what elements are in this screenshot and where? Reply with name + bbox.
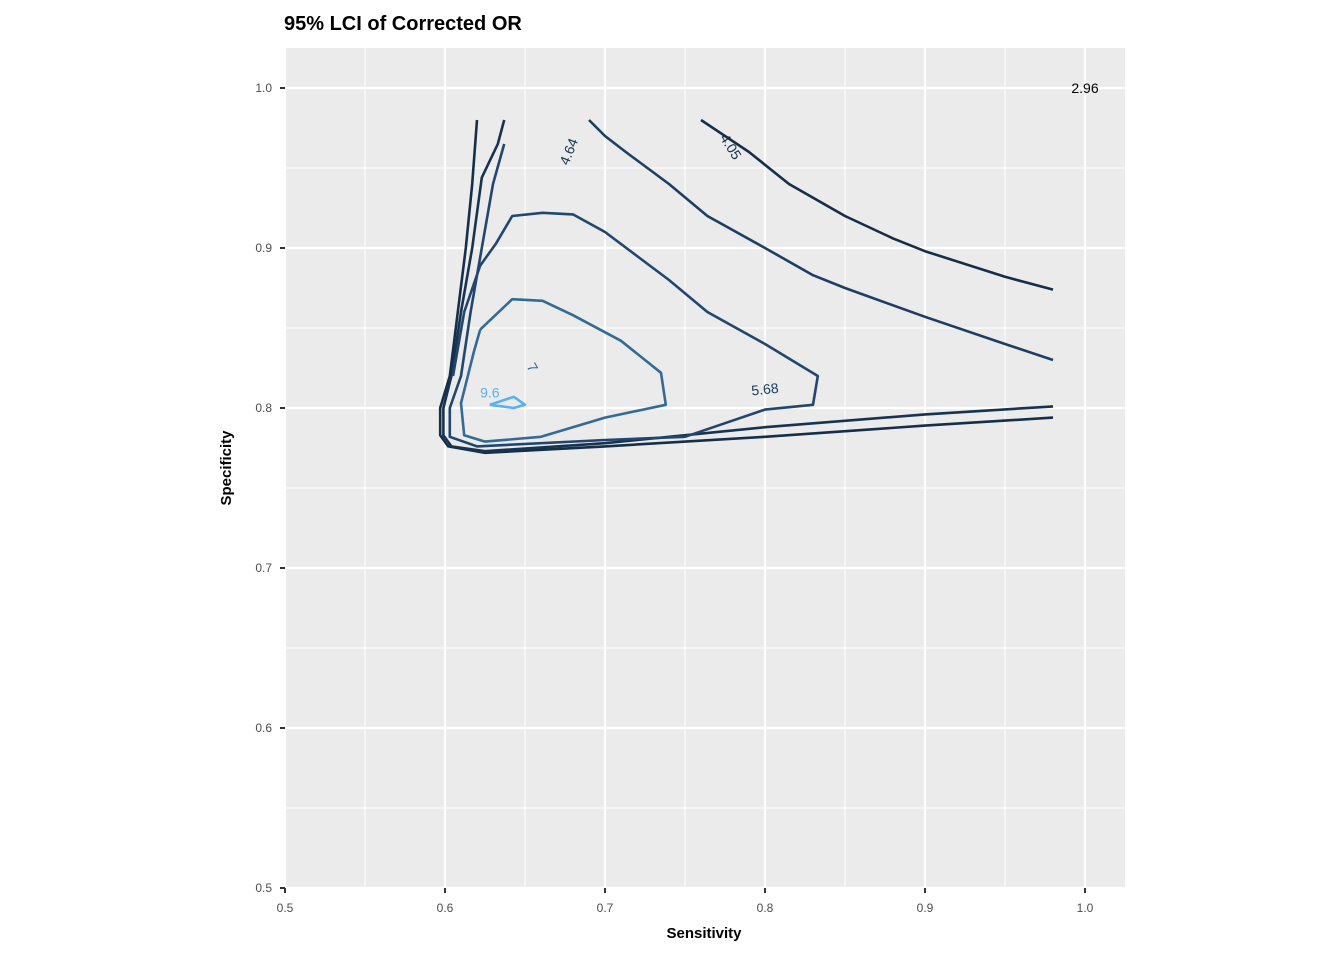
contour-line bbox=[459, 297, 668, 443]
plot-panel bbox=[285, 48, 1125, 888]
y-tick-label: 0.7 bbox=[255, 561, 272, 575]
x-tick-label: 1.0 bbox=[1077, 901, 1094, 915]
x-axis-title: Sensitivity bbox=[666, 925, 742, 942]
contour-line bbox=[438, 119, 1054, 455]
x-tick-label: 0.6 bbox=[437, 901, 454, 915]
y-tick-label: 0.5 bbox=[255, 881, 272, 895]
contour-label: 9.6 bbox=[480, 384, 500, 400]
y-tick-label: 0.9 bbox=[255, 241, 272, 255]
contour-line bbox=[700, 118, 1054, 291]
contour-label: 5.68 bbox=[750, 380, 779, 399]
contour-label-corner: 2.96 bbox=[1071, 80, 1098, 96]
chart-title: 95% LCI of Corrected OR bbox=[284, 13, 522, 35]
y-axis-title: Specificity bbox=[218, 430, 235, 506]
y-tick-label: 0.8 bbox=[255, 401, 272, 415]
y-tick-label: 1.0 bbox=[255, 81, 272, 95]
y-tick-label: 0.6 bbox=[255, 721, 272, 735]
contour-lines bbox=[438, 118, 1054, 455]
grid-lines bbox=[283, 48, 1125, 890]
x-tick-label: 0.5 bbox=[277, 901, 294, 915]
x-tick-label: 0.7 bbox=[597, 901, 614, 915]
contour-line bbox=[588, 119, 1054, 362]
contour-line bbox=[442, 119, 1054, 453]
contour-line bbox=[448, 143, 820, 448]
x-tick-label: 0.8 bbox=[757, 901, 774, 915]
x-tick-label: 0.9 bbox=[917, 901, 934, 915]
axes: 0.5 0.6 0.7 0.8 0.9 1.0 0.5 0.6 0.7 0.8 0.9 1.0 bbox=[255, 81, 1093, 915]
contour-line bbox=[489, 395, 527, 410]
